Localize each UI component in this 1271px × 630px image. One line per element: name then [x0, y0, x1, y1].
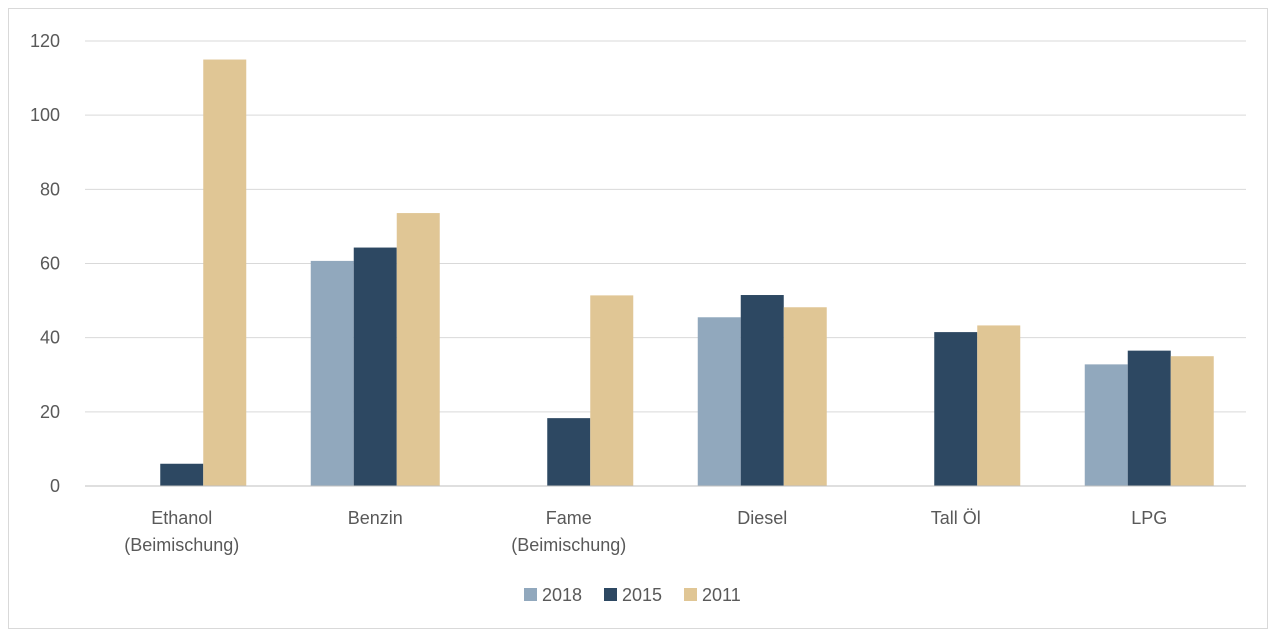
x-tick-label: (Beimischung) — [511, 535, 626, 555]
legend: 2018 2015 2011 — [524, 585, 741, 605]
y-tick-label: 60 — [40, 254, 60, 274]
x-tick-label: Diesel — [737, 508, 787, 528]
y-tick-label: 20 — [40, 402, 60, 422]
y-axis-tick-labels: 0 20 40 60 80 100 120 — [30, 31, 60, 496]
y-tick-label: 80 — [40, 179, 60, 199]
bar-2011-3 — [783, 307, 827, 486]
bar-2011-5 — [1170, 356, 1214, 486]
x-tick-label: Fame — [546, 508, 592, 528]
y-tick-label: 120 — [30, 31, 60, 51]
bar-2015-1 — [353, 247, 397, 486]
bar-2011-2 — [590, 295, 634, 486]
x-tick-label: LPG — [1131, 508, 1167, 528]
legend-swatch-2015 — [604, 588, 617, 601]
bar-2015-4 — [934, 332, 978, 486]
bar-2011-0 — [203, 59, 247, 487]
bars — [160, 59, 1214, 487]
y-tick-label: 0 — [50, 476, 60, 496]
bar-2015-3 — [740, 295, 784, 486]
x-tick-label: (Beimischung) — [124, 535, 239, 555]
bar-2015-0 — [160, 463, 204, 486]
bar-2018-3 — [697, 317, 741, 486]
x-tick-label: Ethanol — [151, 508, 212, 528]
legend-label-2015: 2015 — [622, 585, 662, 605]
legend-swatch-2018 — [524, 588, 537, 601]
bar-2015-5 — [1127, 350, 1171, 486]
bar-2011-4 — [977, 325, 1021, 486]
bar-2015-2 — [547, 418, 591, 486]
legend-swatch-2011 — [684, 588, 697, 601]
legend-label-2011: 2011 — [702, 585, 741, 605]
bar-2018-5 — [1084, 364, 1128, 486]
x-tick-label: Benzin — [348, 508, 403, 528]
bar-2011-1 — [396, 213, 440, 487]
gridlines — [85, 40, 1246, 413]
bar-2018-1 — [310, 260, 354, 486]
x-axis-tick-labels: Ethanol (Beimischung) Benzin Fame (Beimischu… — [124, 508, 1167, 555]
y-tick-label: 100 — [30, 105, 60, 125]
legend-label-2018: 2018 — [542, 585, 582, 605]
y-tick-label: 40 — [40, 328, 60, 348]
x-tick-label: Tall Öl — [931, 508, 981, 528]
